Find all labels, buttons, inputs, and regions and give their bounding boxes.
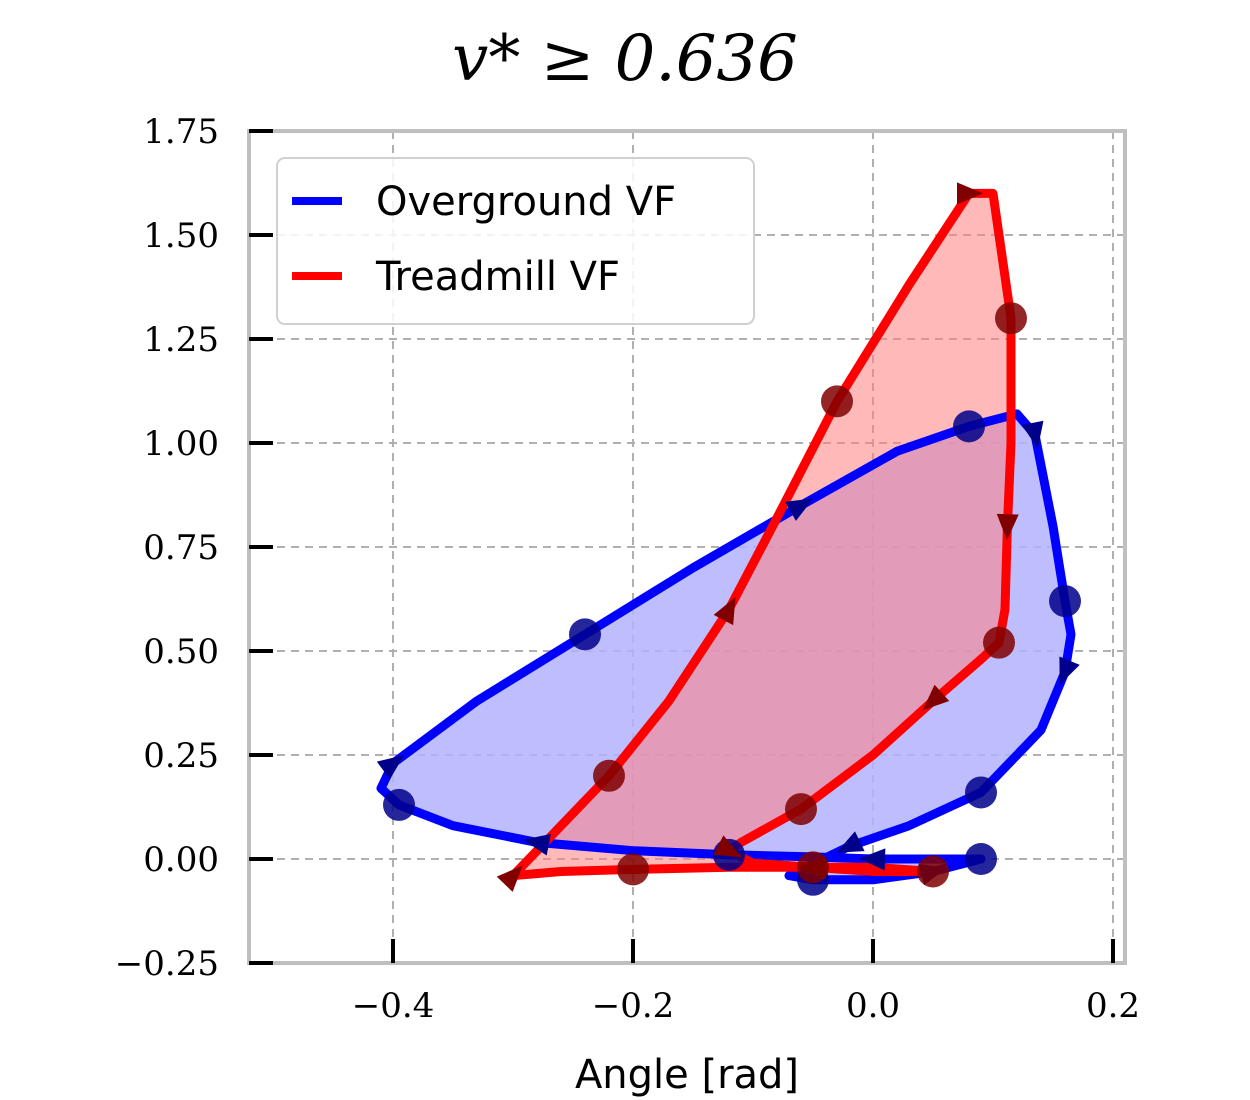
data-point — [617, 853, 649, 886]
y-tick-label: −0.25 — [115, 944, 219, 984]
legend-label-overground: Overground VF — [376, 179, 676, 225]
legend-box — [276, 157, 755, 325]
x-tick-label: 0.2 — [1086, 986, 1140, 1026]
x-tick-label: −0.4 — [352, 986, 435, 1026]
x-tick-label: −0.2 — [592, 986, 675, 1026]
y-tick-label: 0.50 — [143, 632, 219, 672]
legend-label-treadmill: Treadmill VF — [375, 254, 620, 300]
direction-arrow — [785, 498, 814, 521]
y-tick-label: 1.75 — [143, 112, 219, 152]
data-point — [953, 410, 985, 443]
series-fill-1 — [513, 193, 1011, 876]
ticks: −0.4 −0.2 0.0 0.2 −0.25 0.00 0.25 0.50 0.75 1.00 1… — [115, 112, 1140, 1026]
data-point — [821, 385, 853, 418]
x-axis-label: Angle [rad] — [575, 1052, 799, 1098]
data-point — [917, 855, 949, 888]
data-point — [965, 776, 997, 809]
data-point — [569, 618, 601, 651]
direction-arrow — [1021, 420, 1044, 449]
direction-arrow — [713, 835, 742, 858]
direction-arrow — [376, 754, 405, 780]
data-point — [785, 793, 817, 826]
series-markers — [376, 182, 1081, 896]
direction-arrow — [713, 597, 736, 626]
direction-arrow — [957, 182, 983, 205]
y-tick-label: 0.00 — [143, 840, 219, 880]
y-tick-label: 1.00 — [143, 424, 219, 464]
data-point — [995, 302, 1027, 335]
data-point — [593, 759, 625, 792]
direction-arrow — [996, 513, 1019, 541]
data-point — [1049, 585, 1081, 618]
direction-arrow — [922, 684, 950, 711]
direction-arrow — [836, 831, 865, 853]
direction-arrow — [859, 848, 886, 871]
direction-arrow — [523, 833, 551, 856]
data-point — [965, 843, 997, 875]
data-point — [383, 788, 415, 821]
direction-arrow — [799, 856, 825, 879]
chart-title: v* ≥ 0.636 — [452, 22, 798, 96]
y-tick-label: 0.25 — [143, 736, 219, 776]
y-tick-label: 0.75 — [143, 528, 219, 568]
y-tick-label: 1.25 — [143, 320, 219, 360]
series-line-1 — [508, 188, 1016, 881]
direction-arrow — [1059, 656, 1080, 685]
direction-arrow — [496, 865, 523, 892]
x-tick-label: 0.0 — [846, 986, 900, 1026]
y-tick-label: 1.50 — [143, 216, 219, 256]
data-point — [983, 626, 1015, 659]
series-fills — [381, 193, 1071, 880]
legend: Overground VF Treadmill VF — [276, 157, 755, 325]
